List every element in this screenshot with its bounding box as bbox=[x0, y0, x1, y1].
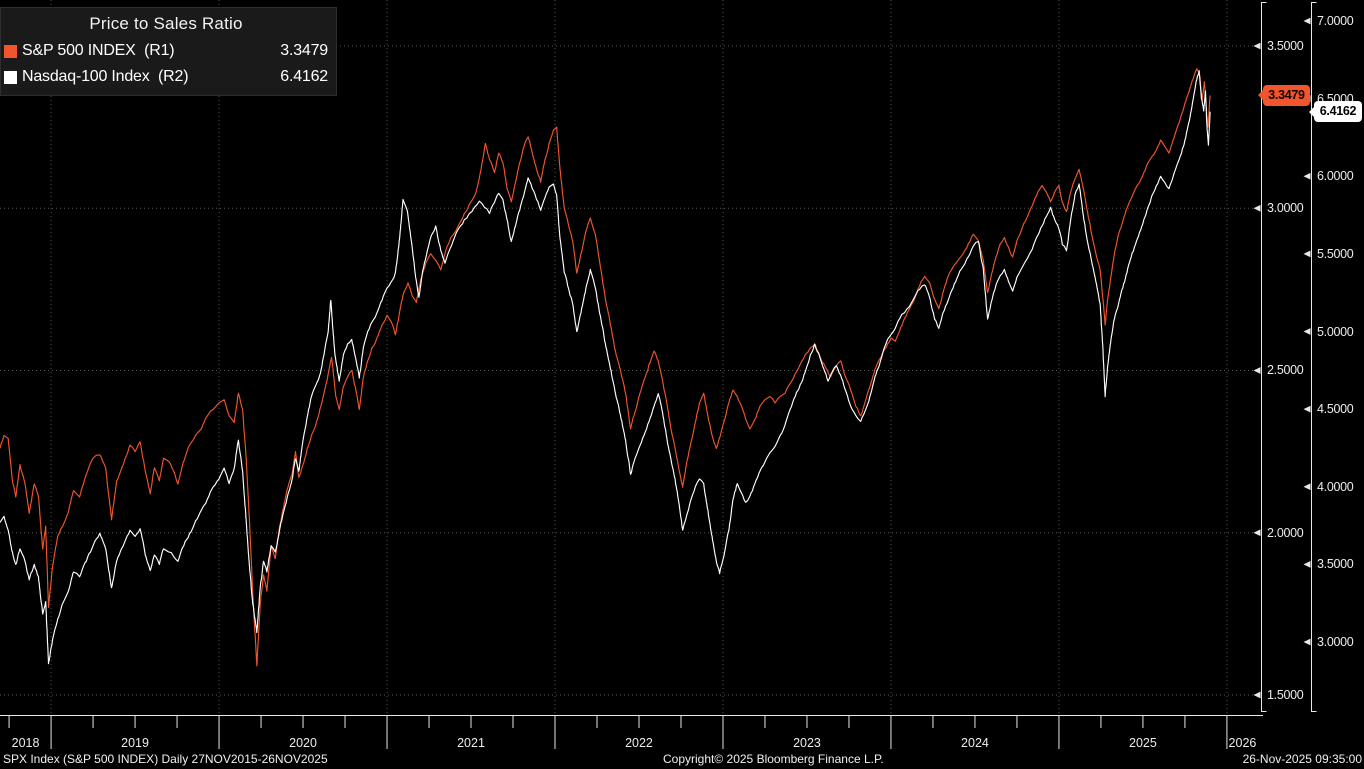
r2-axis-label: 5.0000 bbox=[1317, 324, 1354, 339]
x-year-label: 2021 bbox=[457, 736, 485, 750]
r2-axis-label: 3.0000 bbox=[1317, 635, 1354, 649]
y-tick-arrow-icon bbox=[1253, 204, 1261, 212]
r1-axis-label: 1.5000 bbox=[1267, 687, 1304, 702]
spx-series-label: S&P 500 INDEX (R1) bbox=[22, 42, 175, 59]
y-tick-arrow-icon bbox=[1303, 17, 1311, 25]
x-year-label: 2024 bbox=[961, 736, 989, 750]
r1-axis-label: 3.5000 bbox=[1267, 39, 1304, 53]
spx-price-line bbox=[0, 68, 1211, 667]
ndx-last-price: 6.4162 bbox=[1319, 104, 1357, 119]
ndx-series-value: 6.4162 bbox=[280, 68, 328, 85]
spx-last-price-badge: 3.3479 bbox=[1258, 84, 1310, 106]
x-year-label: 2022 bbox=[625, 736, 653, 750]
ndx-price-line bbox=[0, 70, 1211, 665]
status-copyright: Copyright© 2025 Bloomberg Finance L.P. bbox=[663, 752, 884, 766]
y-tick-arrow-icon bbox=[1253, 691, 1261, 699]
r1-axis-label: 2.0000 bbox=[1267, 525, 1304, 540]
legend-row-spx[interactable]: S&P 500 INDEX (R1) 3.3479 bbox=[4, 38, 328, 64]
r2-axis-label: 3.5000 bbox=[1317, 557, 1354, 572]
legend: Price to Sales Ratio S&P 500 INDEX (R1) … bbox=[0, 7, 337, 96]
legend-row-ndx[interactable]: Nasdaq-100 Index (R2) 6.4162 bbox=[4, 64, 328, 90]
x-year-label: 2026 bbox=[1228, 736, 1257, 750]
spx-last-price: 3.3479 bbox=[1268, 87, 1305, 102]
status-datetime: 26-Nov-2025 09:35:00 bbox=[1242, 752, 1362, 766]
spx-series-value: 3.3479 bbox=[280, 42, 328, 59]
spx-series-swatch bbox=[4, 44, 17, 58]
r2-axis-label: 6.0000 bbox=[1317, 169, 1354, 184]
chart-title: Price to Sales Ratio bbox=[89, 14, 243, 33]
y-tick-arrow-icon bbox=[1303, 250, 1311, 258]
ndx-series-swatch bbox=[4, 70, 17, 84]
r2-axis-label: 4.5000 bbox=[1317, 402, 1354, 417]
x-year-label: 2025 bbox=[1129, 736, 1157, 750]
y-tick-arrow-icon bbox=[1253, 367, 1261, 374]
r2-axis-label: 5.5000 bbox=[1317, 246, 1354, 261]
x-year-label: 2018 bbox=[11, 736, 40, 750]
status-bar: SPX Index (S&P 500 INDEX) Daily 27NOV201… bbox=[0, 751, 1364, 769]
ndx-series-label: Nasdaq-100 Index (R2) bbox=[22, 68, 189, 85]
x-year-label: 2023 bbox=[793, 736, 821, 750]
y-tick-arrow-icon bbox=[1303, 328, 1311, 335]
y-tick-arrow-icon bbox=[1303, 560, 1311, 568]
y-tick-arrow-icon bbox=[1303, 483, 1311, 491]
r2-axis-label: 4.0000 bbox=[1317, 479, 1354, 494]
x-year-label: 2019 bbox=[121, 736, 149, 750]
r2-axis-label: 7.0000 bbox=[1317, 14, 1354, 28]
r1-axis-label: 2.5000 bbox=[1267, 363, 1304, 378]
r1-axis-label: 3.0000 bbox=[1267, 201, 1304, 216]
ndx-last-price-badge: 6.4162 bbox=[1309, 101, 1362, 123]
x-year-label: 2020 bbox=[289, 736, 317, 750]
y-tick-arrow-icon bbox=[1253, 529, 1261, 537]
y-tick-arrow-icon bbox=[1303, 172, 1311, 180]
y-tick-arrow-icon bbox=[1253, 42, 1261, 50]
status-security-info: SPX Index (S&P 500 INDEX) Daily 27NOV201… bbox=[3, 752, 328, 766]
y-tick-arrow-icon bbox=[1303, 405, 1311, 413]
y-tick-arrow-icon bbox=[1303, 638, 1311, 646]
